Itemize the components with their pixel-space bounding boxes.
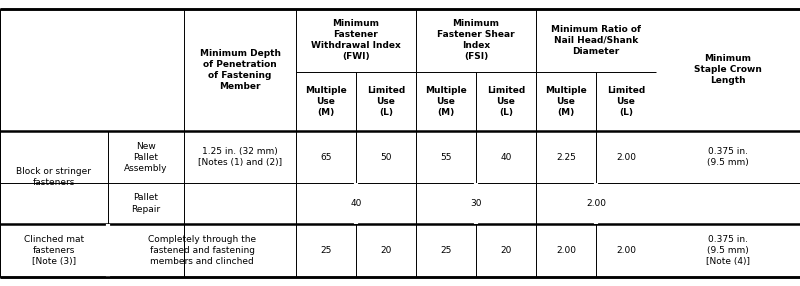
Text: Minimum Ratio of
Nail Head/Shank
Diameter: Minimum Ratio of Nail Head/Shank Diamete… bbox=[551, 25, 641, 56]
Text: 30: 30 bbox=[470, 199, 482, 208]
Text: Limited
Use
(L): Limited Use (L) bbox=[487, 86, 525, 117]
Text: 20: 20 bbox=[500, 246, 512, 255]
Text: Clinched mat
fasteners
[Note (3)]: Clinched mat fasteners [Note (3)] bbox=[24, 235, 84, 266]
Text: 40: 40 bbox=[350, 199, 362, 208]
Text: 55: 55 bbox=[440, 153, 452, 162]
Text: Limited
Use
(L): Limited Use (L) bbox=[367, 86, 405, 117]
Text: Multiple
Use
(M): Multiple Use (M) bbox=[545, 86, 587, 117]
Text: 2.00: 2.00 bbox=[616, 246, 636, 255]
Text: Multiple
Use
(M): Multiple Use (M) bbox=[425, 86, 467, 117]
Text: Completely through the
fastened and fastening
members and clinched: Completely through the fastened and fast… bbox=[148, 235, 256, 266]
Text: Multiple
Use
(M): Multiple Use (M) bbox=[305, 86, 347, 117]
Text: 2.00: 2.00 bbox=[616, 153, 636, 162]
Text: Minimum
Staple Crown
Length: Minimum Staple Crown Length bbox=[694, 54, 762, 85]
Text: 65: 65 bbox=[320, 153, 332, 162]
Text: Minimum Depth
of Penetration
of Fastening
Member: Minimum Depth of Penetration of Fastenin… bbox=[199, 49, 281, 91]
Text: New
Pallet
Assembly: New Pallet Assembly bbox=[124, 142, 168, 173]
Text: Block or stringer
fasteners: Block or stringer fasteners bbox=[17, 167, 91, 187]
Text: 2.25: 2.25 bbox=[556, 153, 576, 162]
Text: 1.25 in. (32 mm)
[Notes (1) and (2)]: 1.25 in. (32 mm) [Notes (1) and (2)] bbox=[198, 147, 282, 167]
Text: Pallet
Repair: Pallet Repair bbox=[131, 193, 161, 214]
Text: 0.375 in.
(9.5 mm)
[Note (4)]: 0.375 in. (9.5 mm) [Note (4)] bbox=[706, 235, 750, 266]
Text: 25: 25 bbox=[320, 246, 332, 255]
Text: 25: 25 bbox=[440, 246, 452, 255]
Text: 0.375 in.
(9.5 mm): 0.375 in. (9.5 mm) bbox=[707, 147, 749, 167]
Text: 2.00: 2.00 bbox=[586, 199, 606, 208]
Text: 2.00: 2.00 bbox=[556, 246, 576, 255]
Text: Limited
Use
(L): Limited Use (L) bbox=[607, 86, 645, 117]
Text: 50: 50 bbox=[380, 153, 392, 162]
Text: 40: 40 bbox=[500, 153, 512, 162]
Text: Minimum
Fastener Shear
Index
(FSI): Minimum Fastener Shear Index (FSI) bbox=[437, 19, 515, 61]
Text: Minimum
Fastener
Withdrawal Index
(FWI): Minimum Fastener Withdrawal Index (FWI) bbox=[311, 19, 401, 61]
Text: 20: 20 bbox=[380, 246, 392, 255]
